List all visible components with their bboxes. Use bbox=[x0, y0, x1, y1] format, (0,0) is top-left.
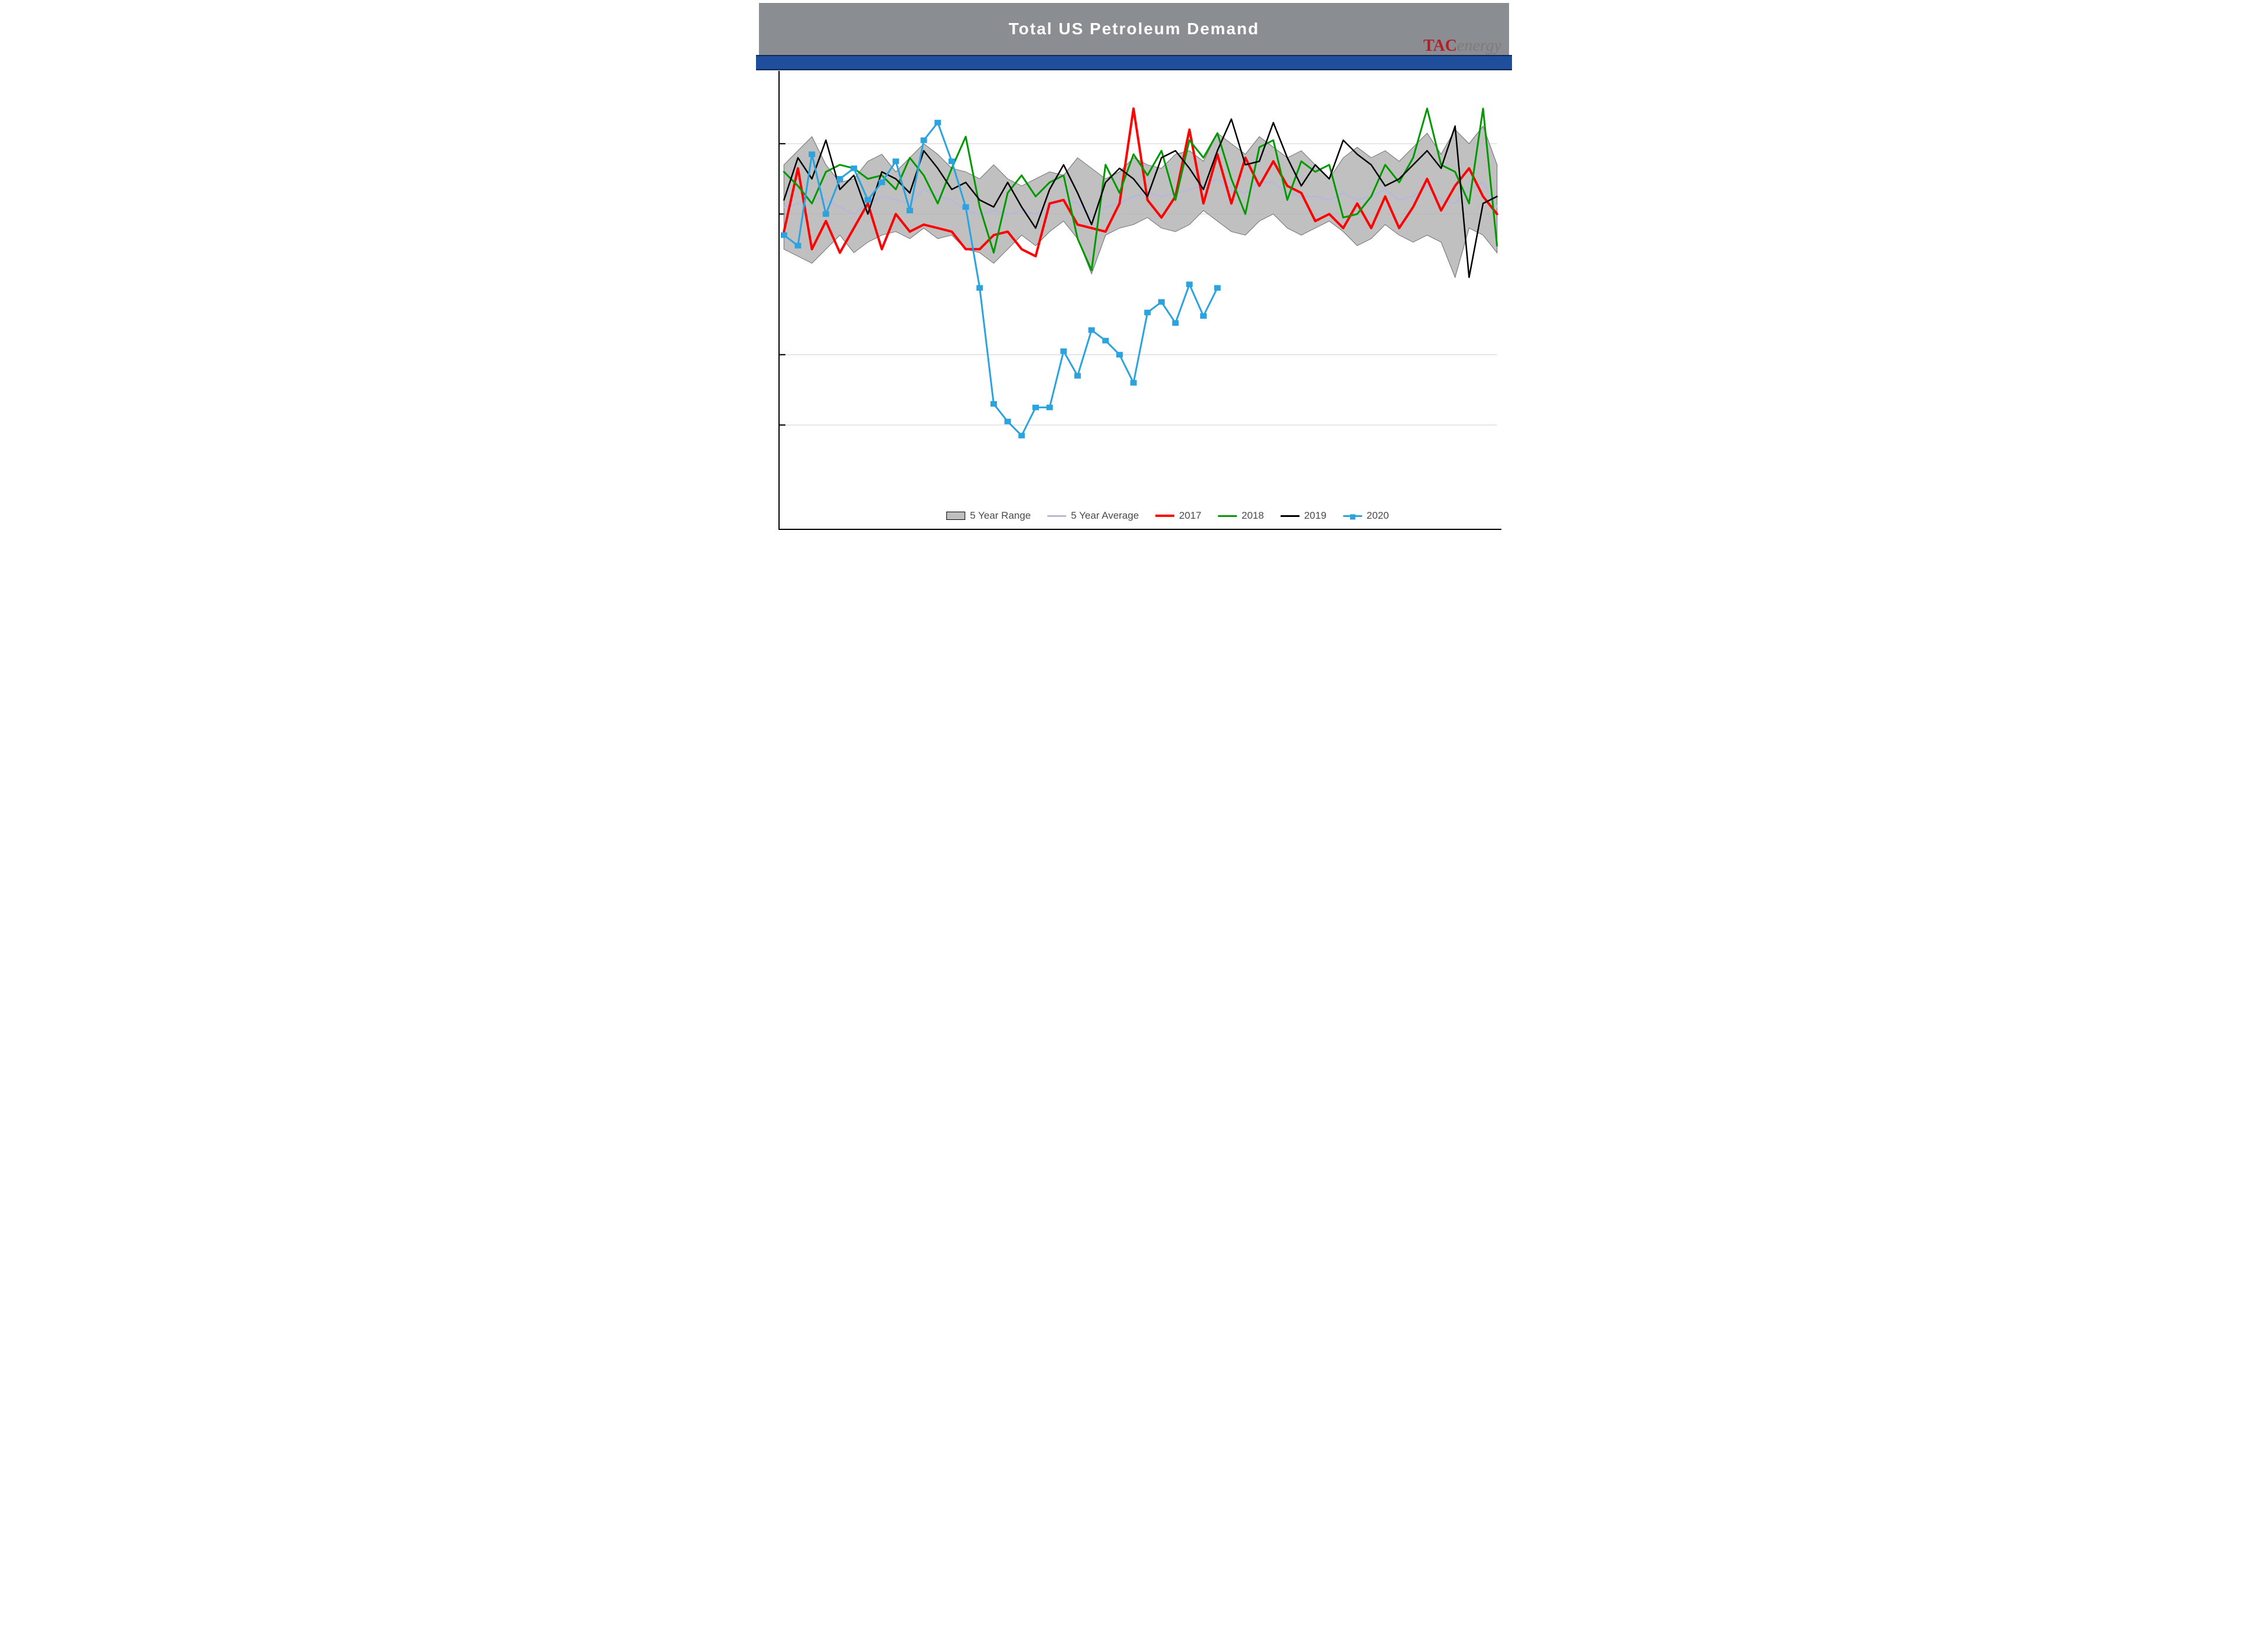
divider-bar bbox=[756, 55, 1512, 70]
chart-titlebar: Total US Petroleum Demand bbox=[759, 3, 1509, 55]
legend-item-range: 5 Year Range bbox=[946, 510, 1031, 522]
legend-label-avg: 5 Year Average bbox=[1071, 510, 1139, 522]
chart-title: Total US Petroleum Demand bbox=[1009, 19, 1259, 38]
plot-svg bbox=[780, 71, 1501, 529]
legend: 5 Year Range 5 Year Average 2017 2018 20… bbox=[941, 507, 1393, 524]
legend-item-2017: 2017 bbox=[1155, 510, 1201, 522]
legend-item-2018: 2018 bbox=[1218, 510, 1264, 522]
y2020-swatch bbox=[1343, 515, 1362, 517]
legend-label-2017: 2017 bbox=[1179, 510, 1201, 522]
legend-label-2018: 2018 bbox=[1241, 510, 1264, 522]
y2018-swatch bbox=[1218, 515, 1237, 517]
legend-item-avg: 5 Year Average bbox=[1047, 510, 1139, 522]
y2017-swatch bbox=[1155, 515, 1174, 517]
legend-label-range: 5 Year Range bbox=[970, 510, 1031, 522]
y2019-swatch bbox=[1280, 515, 1299, 517]
avg-swatch bbox=[1047, 515, 1066, 517]
legend-item-2020: 2020 bbox=[1343, 510, 1389, 522]
legend-item-2019: 2019 bbox=[1280, 510, 1327, 522]
legend-label-2019: 2019 bbox=[1304, 510, 1327, 522]
chart-container: Total US Petroleum Demand TACenergy 5 Ye… bbox=[756, 0, 1512, 548]
legend-label-2020: 2020 bbox=[1367, 510, 1389, 522]
range-swatch bbox=[946, 512, 965, 520]
plot-area: 5 Year Range 5 Year Average 2017 2018 20… bbox=[778, 71, 1501, 530]
